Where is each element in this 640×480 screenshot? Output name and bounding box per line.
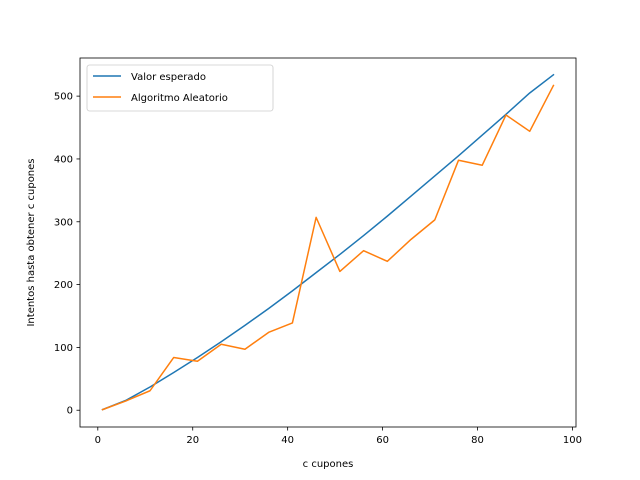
x-tick-label: 100 xyxy=(563,435,582,446)
x-axis-label: c cupones xyxy=(303,459,354,470)
legend-box xyxy=(86,64,274,112)
y-axis-label: Intentos hasta obtener c cupones xyxy=(26,158,37,326)
x-tick-label: 80 xyxy=(471,435,484,446)
series-layer xyxy=(101,73,555,411)
x-tick-label: 20 xyxy=(186,435,199,446)
series-line-1 xyxy=(101,84,555,411)
x-tick-label: 40 xyxy=(281,435,294,446)
y-tick-label: 300 xyxy=(54,217,73,228)
y-tick-label: 100 xyxy=(54,343,73,354)
legend-label-1: Algoritmo Aleatorio xyxy=(131,93,228,104)
axes-layer: 0 20 40 60 80 100 0 100 200 300 400 500 xyxy=(54,57,582,446)
y-tick-label: 0 xyxy=(67,406,73,417)
y-tick-label: 500 xyxy=(54,92,73,103)
legend: Valor esperado Algoritmo Aleatorio xyxy=(86,64,274,112)
legend-label-0: Valor esperado xyxy=(131,72,206,83)
y-tick-label: 400 xyxy=(54,154,73,165)
series-line-0 xyxy=(101,73,555,411)
x-tick-label: 60 xyxy=(376,435,389,446)
x-tick-label: 0 xyxy=(95,435,101,446)
plot-frame xyxy=(79,57,577,428)
y-tick-label: 200 xyxy=(54,280,73,291)
